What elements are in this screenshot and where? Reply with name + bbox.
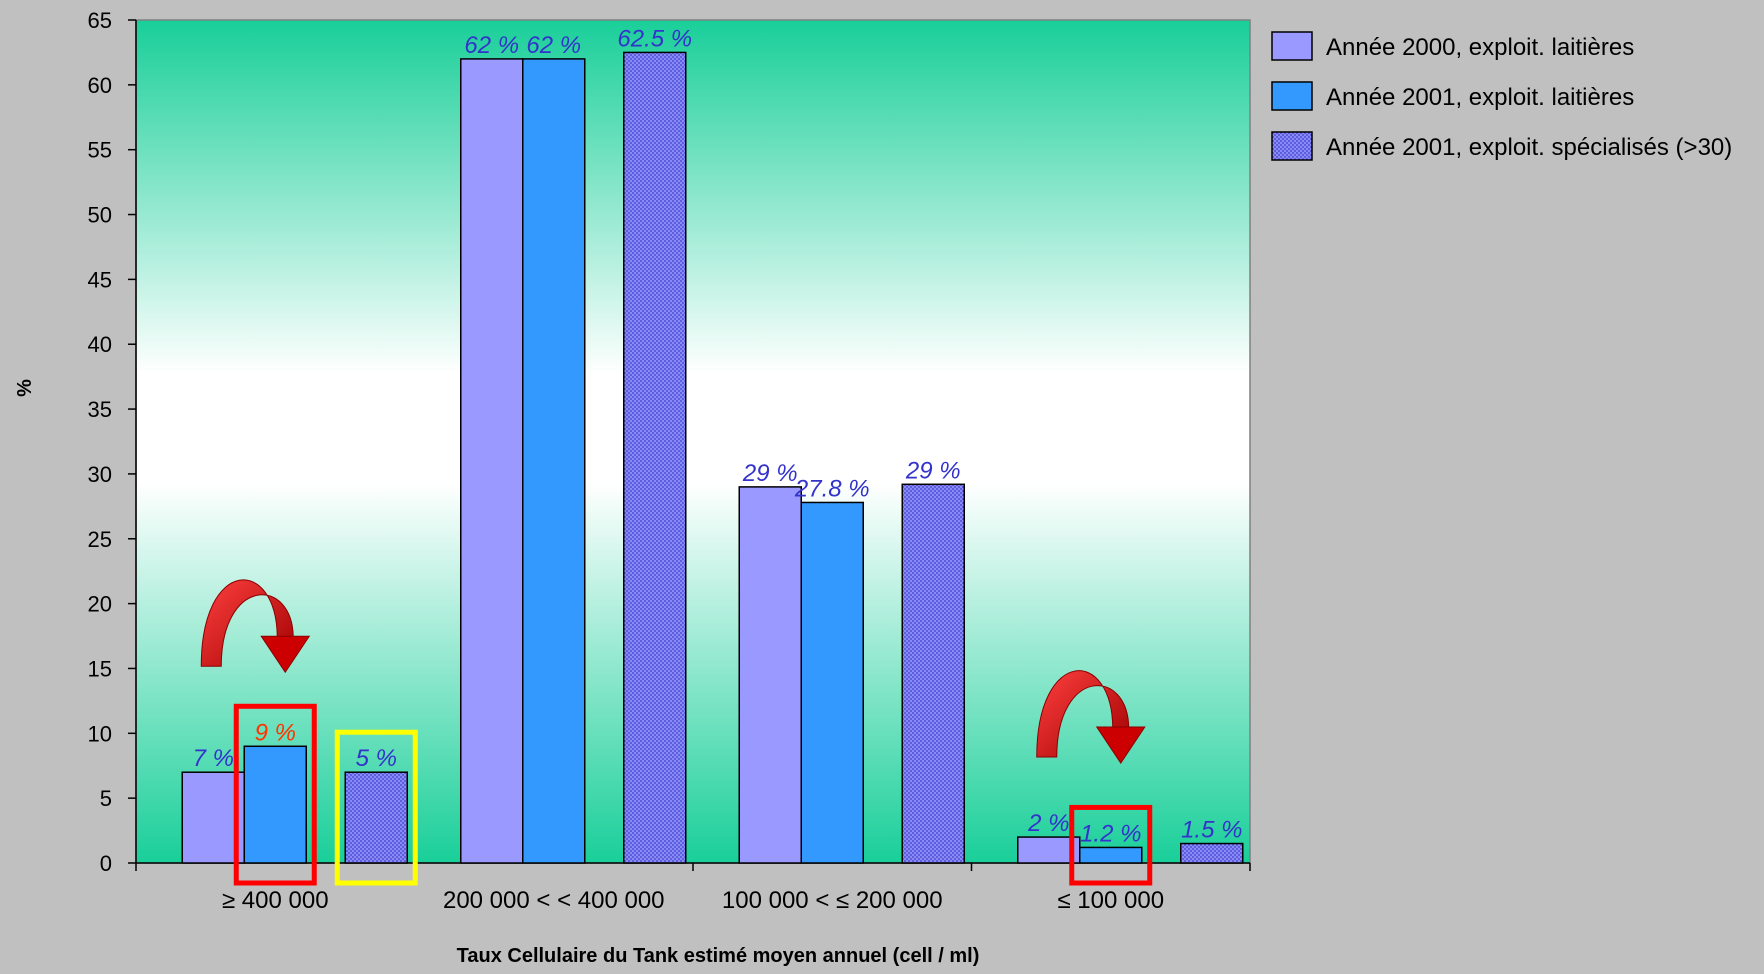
bar [344,771,408,864]
x-category-label: ≤ 100 000 [1057,887,1164,914]
curved-arrow [1036,670,1146,764]
legend-swatch [1271,31,1313,61]
x-category-label: 200 000 < < 400 000 [443,887,665,914]
bar [738,486,802,864]
plot-area [135,19,1251,864]
x-axis: ≥ 400 000 200 000 < < 400 000 100 000 < ≤ … [135,862,1251,914]
y-axis-title: % [14,379,36,397]
legend-swatch [1271,81,1313,111]
y-tick-label: 30 [88,462,112,487]
curved-arrow [200,579,311,674]
x-axis-title: Taux Cellulaire du Tank estimé moyen ann… [457,945,980,967]
highlight-box [334,729,418,886]
data-label: 7 % [193,745,234,772]
y-tick-label: 40 [88,332,112,357]
x-category-label: ≥ 400 000 [222,887,329,914]
legend: Année 2000, exploit. laitières Année 2001… [1271,31,1732,161]
bar [1180,842,1244,864]
data-label: 1.5 % [1181,817,1242,844]
highlight-box [233,703,317,886]
bars-group [181,51,1244,864]
y-tick-label: 50 [88,203,112,228]
bar [243,745,307,864]
data-label: 5 % [356,745,397,772]
y-tick-label: 45 [88,267,112,292]
data-label: 9 % [255,719,296,746]
bar [800,501,864,864]
x-category-label: 100 000 < ≤ 200 000 [722,887,943,914]
annotations-group [200,579,1153,886]
data-label: 1.2 % [1080,820,1141,847]
bar [623,51,687,864]
bar [1079,846,1143,864]
data-label: 62 % [526,32,581,59]
legend-label: Année 2001, exploit. spécialisés (>30) [1326,134,1732,161]
legend-swatch [1271,131,1313,161]
data-label: 62.5 % [617,25,692,52]
highlight-box [1069,804,1153,886]
y-tick-label: 55 [88,138,112,163]
legend-label: Année 2001, exploit. laitières [1326,84,1634,111]
data-label: 27.8 % [794,475,870,502]
bar [460,58,524,864]
data-label: 29 % [742,460,798,487]
y-tick-label: 60 [88,73,112,98]
y-tick-label: 15 [88,656,112,681]
y-tick-label: 10 [88,721,112,746]
y-tick-label: 0 [100,851,112,876]
y-axis: 0 5 10 15 20 25 30 35 40 45 50 55 60 65 [88,8,137,876]
data-label: 62 % [464,32,519,59]
y-tick-label: 5 [100,786,112,811]
data-label: 29 % [905,457,961,484]
bar [901,483,965,864]
y-tick-label: 35 [88,397,112,422]
y-tick-label: 20 [88,592,112,617]
legend-label: Année 2000, exploit. laitières [1326,34,1634,61]
data-labels-group: 7 % 62 % 29 % 2 % 9 % 62 % 27.8 % 1.2 % 5 % 62.5 … [193,25,1243,847]
data-label: 2 % [1027,810,1069,837]
bar [522,58,586,864]
y-tick-label: 65 [88,8,112,33]
y-tick-label: 25 [88,527,112,552]
